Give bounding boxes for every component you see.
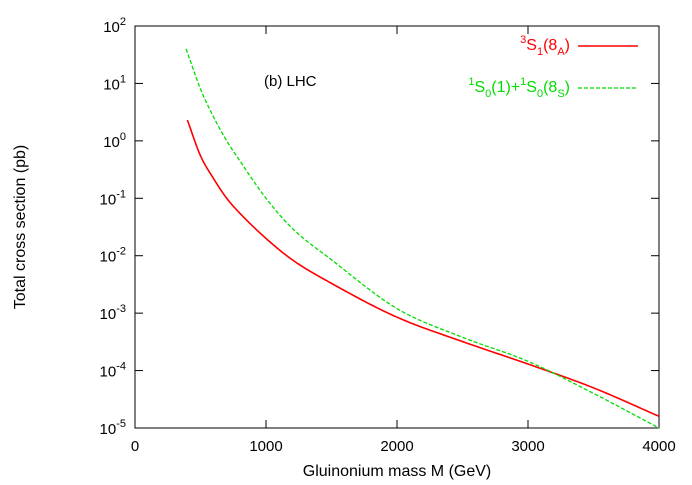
x-axis-label: Gluinonium mass M (GeV) (303, 463, 492, 480)
y-tick-label: 101 (103, 73, 126, 93)
y-axis: 102 101 100 10-1 10-2 10-3 10-4 10-5 (100, 16, 659, 438)
y-tick-label: 10-4 (100, 361, 126, 381)
plot-frame (134, 25, 660, 429)
x-tick-label: 3000 (511, 438, 544, 455)
y-axis-label: Total cross section (pb) (12, 145, 29, 310)
x-tick-label: 1000 (249, 438, 282, 455)
y-tick-label: 10-2 (100, 246, 126, 266)
legend: 3S1(8A) 1S0(1)+1S0(8S) (468, 34, 638, 100)
y-tick-label: 102 (103, 16, 126, 36)
x-axis: 0 1000 2000 3000 4000 (131, 26, 676, 455)
y-tick-label: 10-5 (100, 418, 126, 438)
x-tick-label: 0 (131, 438, 139, 455)
series-line-2 (185, 48, 660, 429)
x-tick-label: 2000 (380, 438, 413, 455)
legend-label-1: 3S1(8A) (520, 34, 570, 58)
y-tick-label: 100 (103, 131, 126, 151)
chart-annotation: (b) LHC (264, 73, 317, 90)
y-tick-label: 10-1 (100, 188, 126, 208)
x-tick-label: 4000 (642, 438, 675, 455)
legend-label-2: 1S0(1)+1S0(8S) (468, 76, 570, 100)
y-tick-label: 10-3 (100, 303, 126, 323)
series-layer (185, 48, 660, 429)
series-line-1 (186, 119, 660, 418)
